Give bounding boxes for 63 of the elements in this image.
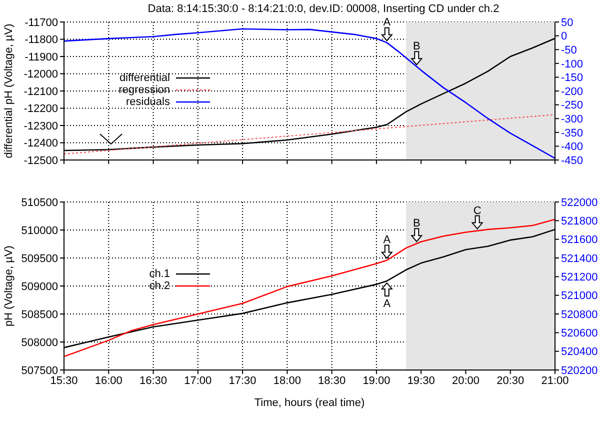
y2-tick-label: -350: [561, 127, 584, 140]
y2-tick-label: 521200: [561, 272, 598, 284]
y2-tick-label: 521000: [561, 290, 598, 302]
y2-tick-label: 521600: [561, 234, 598, 246]
annotation: B: [412, 40, 420, 53]
x-tick-label: 20:00: [452, 374, 480, 387]
y-tick-label: 510500: [21, 196, 58, 209]
x-tick-label: 21:00: [541, 374, 569, 387]
y2-tick-label: 521400: [561, 252, 598, 265]
x-tick-label: 16:30: [140, 374, 168, 387]
y-tick-label: -12300: [24, 120, 58, 132]
x-tick-label: 18:30: [318, 374, 346, 387]
legend-label: regression: [118, 84, 170, 96]
y2-tick-label: -450: [561, 154, 584, 167]
y2-tick-label: 522000: [561, 196, 598, 209]
x-tick-label: 16:00: [94, 374, 122, 387]
y2-tick-label: -250: [561, 100, 584, 112]
annotation: A: [383, 298, 392, 310]
y-tick-label: -12000: [24, 68, 58, 81]
chart-title: Data: 8:14:15:30:0 - 8:14:21:0:0, dev.ID: 00008, Inserting CD under ch.2: [146, 2, 500, 17]
y-tick-label: 510000: [21, 224, 58, 237]
y2-tick-label: -400: [561, 141, 584, 154]
y2-tick-label: -200: [561, 86, 584, 98]
annotation: A: [383, 234, 392, 246]
y-tick-label: -11900: [24, 51, 58, 64]
y2-tick-label: 0: [561, 30, 568, 43]
y2-tick-label: -300: [561, 114, 584, 126]
y2-tick-label: -150: [561, 72, 584, 84]
y2-tick-label: -50: [561, 44, 577, 57]
y-tick-label: -11700: [24, 16, 58, 29]
y2-tick-label: 50: [561, 16, 574, 29]
x-tick-label: 18:00: [273, 374, 301, 387]
y2-tick-label: 520800: [561, 308, 598, 321]
legend-label: residuals: [126, 96, 170, 108]
x-tick-label: 17:30: [228, 374, 256, 387]
legend-label: differential: [119, 72, 170, 84]
y-tick-label: 509500: [21, 252, 58, 265]
y-tick-label: 508500: [21, 308, 58, 321]
annotation: B: [412, 218, 420, 230]
y-tick-label: -12500: [24, 154, 58, 167]
y2-tick-label: -100: [561, 58, 584, 70]
y-tick-label: -12100: [24, 86, 58, 98]
legend-label: ch.1: [149, 268, 170, 280]
x-tick-label: 19:30: [407, 374, 435, 387]
x-tick-label: 20:30: [496, 374, 524, 387]
annotation: C: [473, 204, 482, 217]
y2-tick-label: 520600: [561, 328, 598, 340]
x-axis-title: Time, hours (real time): [254, 397, 365, 409]
x-tick-label: 17:00: [184, 374, 212, 387]
y-tick-label: -12200: [24, 103, 58, 116]
y2-tick-label: 520400: [561, 346, 598, 358]
y2-tick-label: 521800: [561, 216, 598, 228]
y-tick-label: 508000: [21, 336, 58, 349]
x-tick-label: 15:30: [50, 374, 78, 387]
y-tick-label: 507500: [21, 364, 58, 377]
y-tick-label: -11800: [24, 34, 58, 46]
y-axis-title: pH (Voltage, µV): [3, 246, 15, 326]
y-tick-label: -12400: [24, 138, 58, 150]
y-tick-label: 509000: [21, 280, 58, 293]
x-tick-label: 19:00: [362, 374, 390, 387]
y-axis-title: differential pH (Voltage, µV): [3, 24, 15, 158]
y2-tick-label: 520200: [561, 364, 598, 377]
legend-label: ch.2: [149, 280, 170, 292]
